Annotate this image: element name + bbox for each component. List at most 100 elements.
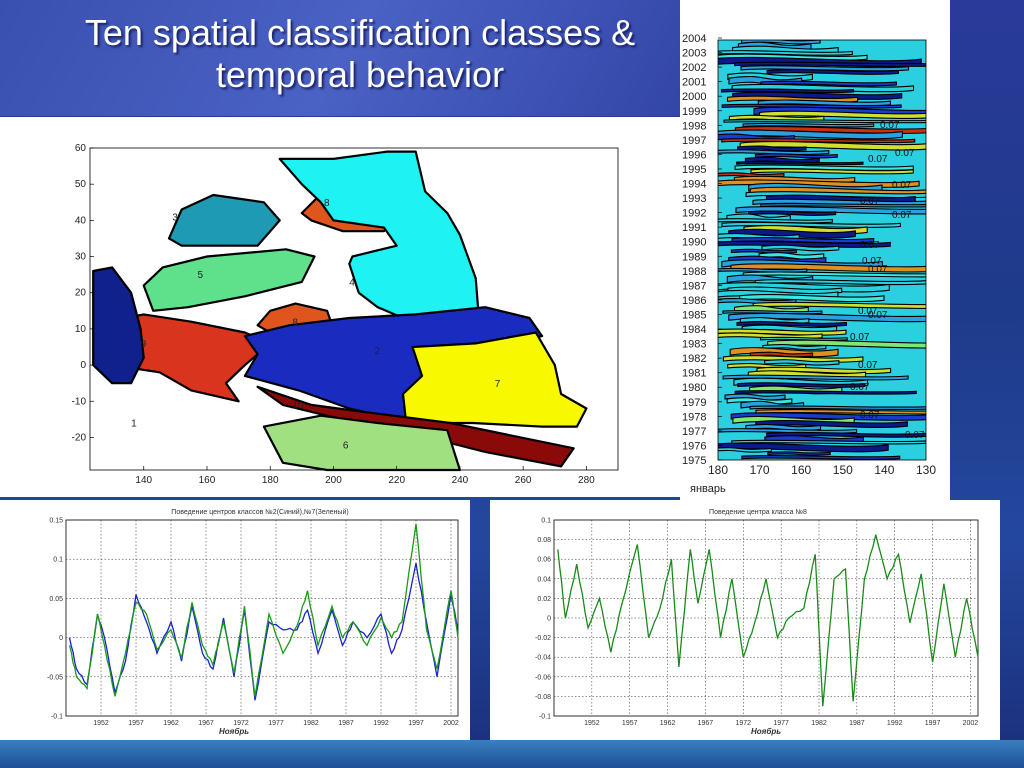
contour-ytick-label: 1986	[682, 295, 706, 307]
map-ytick-label: 40	[75, 215, 87, 226]
contour-band	[723, 119, 926, 124]
map-xtick-label: 220	[388, 475, 405, 486]
line2-ytick-label: -0.1	[539, 714, 551, 721]
map-ytick-label: -10	[72, 396, 87, 407]
contour-label: 0.07	[868, 154, 888, 165]
contour-ytick-label: 2001	[682, 77, 706, 89]
contour-ytick-label: 1988	[682, 266, 706, 278]
contour-label: 0.07	[860, 240, 880, 251]
contour-xtick-label: 140	[874, 463, 894, 477]
contour-ytick-label: 1995	[682, 164, 706, 176]
line1-xtick-label: 1952	[93, 720, 109, 727]
contour-ytick-label: 1983	[682, 339, 706, 351]
contour-ytick-label: 1992	[682, 208, 706, 220]
contour-band	[741, 454, 901, 460]
contour-ytick-label: 1985	[682, 309, 706, 321]
footer-band	[0, 740, 1024, 768]
contour-ytick-label: 2000	[682, 91, 706, 103]
line2-ytick-label: 0.02	[537, 596, 551, 603]
line2-title: Поведение центра класса №8	[709, 509, 807, 516]
line1-xtick-label: 1967	[198, 720, 214, 727]
line2-ytick-label: 0.06	[537, 557, 551, 564]
contour-band	[761, 244, 840, 252]
line2-xtick-label: 1962	[660, 720, 676, 727]
map-xtick-label: 260	[515, 475, 532, 486]
contour-ytick-label: 1981	[682, 368, 706, 380]
contour-xtick-label: 170	[750, 463, 770, 477]
line2-xtick-label: 1987	[849, 720, 865, 727]
map-region-label: 6	[343, 440, 349, 451]
contour-band	[734, 390, 917, 395]
contour-band	[718, 149, 830, 156]
line2-xtick-label: 2002	[963, 720, 979, 727]
map-ytick-label: 0	[80, 360, 86, 371]
contour-band	[759, 336, 848, 341]
contour-ytick-label: 1977	[682, 426, 706, 438]
contour-band	[731, 237, 875, 244]
contour-ytick-label: 1987	[682, 280, 706, 292]
contour-ytick-label: 1979	[682, 397, 706, 409]
contour-label: 0.07	[862, 256, 882, 267]
line1-xtick-label: 2002	[443, 720, 459, 727]
map-xtick-label: 240	[452, 475, 469, 486]
contour-band	[745, 423, 822, 432]
line1-xtick-label: 1992	[373, 720, 389, 727]
contour-band	[736, 321, 847, 327]
contour-band	[718, 240, 891, 248]
contour-band	[718, 428, 858, 434]
contour-band	[742, 271, 926, 278]
contour-band	[734, 61, 926, 68]
line2-ytick-label: 0	[547, 616, 551, 623]
line1-xtick-label: 1982	[303, 720, 319, 727]
contour-band	[766, 431, 926, 438]
temporal-contour-chart: 0.070.070.070.070.070.070.070.070.070.07…	[682, 33, 936, 495]
line2-ytick-label: -0.04	[535, 655, 551, 662]
contour-band	[755, 420, 908, 428]
contour-band	[730, 248, 798, 254]
map-xtick-label: 200	[325, 475, 342, 486]
contour-band	[766, 69, 899, 75]
line2-ytick-label: -0.06	[535, 674, 551, 681]
line1-ytick-label: -0.05	[47, 674, 63, 681]
line1-ytick-label: 0.05	[49, 596, 63, 603]
contour-label: 0.07	[892, 180, 912, 191]
line1-series-line	[68, 523, 459, 697]
line1-xtick-label: 1997	[408, 720, 424, 727]
map-region-label: 9	[141, 339, 147, 350]
contour-ytick-label: 1982	[682, 353, 706, 365]
contour-label: 0.07	[895, 148, 915, 159]
contour-ytick-label: 1989	[682, 251, 706, 263]
contour-band	[760, 80, 897, 87]
map-ytick-label: 30	[75, 252, 87, 263]
line2-xtick-label: 1957	[622, 720, 638, 727]
map-region	[92, 266, 145, 385]
contour-xtick-label: 180	[708, 463, 728, 477]
map-region	[401, 331, 588, 428]
contour-label: 0.07	[858, 306, 878, 317]
map-ytick-label: 60	[75, 143, 87, 154]
map-region-label: 1	[131, 419, 137, 430]
contour-band	[740, 65, 910, 72]
contour-ytick-label: 1994	[682, 179, 706, 191]
contour-band	[749, 405, 926, 411]
contour-band	[767, 339, 926, 349]
line1-title: Поведение центров классов №2(Синий),№7(З…	[171, 508, 348, 516]
line2-xtick-label: 1972	[735, 720, 751, 727]
map-region-label: 8	[292, 317, 298, 328]
line2-xtick-label: 1992	[887, 720, 903, 727]
contour-ytick-label: 1991	[682, 222, 706, 234]
contour-band	[759, 110, 926, 119]
contour-band	[749, 351, 814, 358]
contour-label: 0.07	[880, 120, 900, 131]
map-region-label: 5	[197, 270, 203, 281]
map-ytick-label: 20	[75, 288, 87, 299]
contour-band	[731, 439, 926, 445]
contour-ytick-label: 1978	[682, 411, 706, 423]
contour-band	[736, 161, 864, 166]
contour-xtick-label: 150	[833, 463, 853, 477]
contour-band	[754, 153, 838, 159]
title-line-1: Ten spatial classification classes &	[84, 12, 636, 53]
contour-band	[760, 203, 926, 208]
contour-ytick-label: 1998	[682, 120, 706, 132]
